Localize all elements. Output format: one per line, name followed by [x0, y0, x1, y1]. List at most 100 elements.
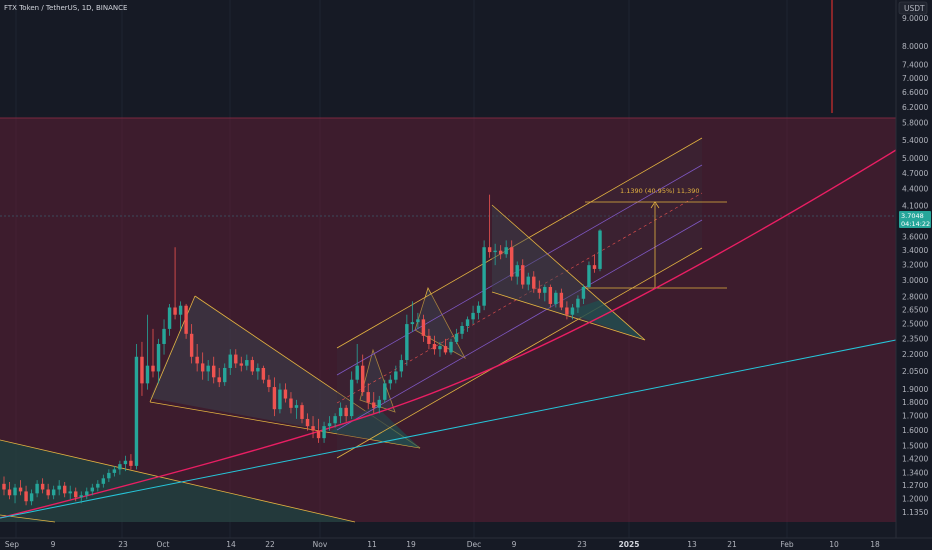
candle-body[interactable]	[18, 487, 23, 492]
wedge-dec-upper[interactable]	[491, 204, 646, 341]
candle-body[interactable]	[581, 287, 586, 299]
candle-body[interactable]	[504, 247, 508, 255]
candle-body[interactable]	[250, 360, 255, 372]
candle-body[interactable]	[68, 491, 72, 494]
candle-body[interactable]	[355, 365, 359, 380]
candle-body[interactable]	[85, 491, 89, 496]
candle-body[interactable]	[101, 478, 106, 484]
candle-body[interactable]	[46, 489, 50, 496]
candle-body[interactable]	[57, 485, 61, 490]
channel-inner-upper[interactable]	[336, 164, 703, 376]
triangle-december-teal[interactable]	[565, 300, 645, 340]
candle-body[interactable]	[543, 287, 547, 293]
candle-body[interactable]	[261, 367, 266, 380]
candle-body[interactable]	[388, 379, 393, 384]
candle-body[interactable]	[443, 346, 448, 353]
candle-body[interactable]	[548, 287, 553, 304]
candle-body[interactable]	[167, 307, 172, 329]
candle-body[interactable]	[300, 405, 304, 419]
candle-body[interactable]	[178, 305, 183, 315]
candle-body[interactable]	[305, 418, 310, 427]
supply-zone[interactable]	[0, 118, 896, 522]
wedge-oct-lower[interactable]	[149, 401, 421, 449]
candle-body[interactable]	[438, 346, 442, 350]
candle-body[interactable]	[476, 305, 481, 313]
currency-badge[interactable]	[898, 1, 928, 15]
candle-body[interactable]	[394, 371, 398, 380]
candle-body[interactable]	[206, 365, 210, 372]
candle-body[interactable]	[200, 363, 205, 372]
candle-body[interactable]	[256, 367, 260, 372]
candle-body[interactable]	[592, 265, 597, 269]
candle-body[interactable]	[173, 307, 177, 315]
candle-body[interactable]	[283, 389, 288, 399]
candle-body[interactable]	[554, 292, 558, 304]
candle-body[interactable]	[576, 298, 580, 308]
candle-body[interactable]	[289, 398, 293, 408]
candle-body[interactable]	[460, 325, 464, 334]
candle-body[interactable]	[234, 354, 238, 364]
candle-body[interactable]	[311, 426, 315, 431]
candle-body[interactable]	[598, 230, 602, 269]
candle-body[interactable]	[211, 365, 216, 378]
candle-body[interactable]	[532, 276, 536, 289]
candle-body[interactable]	[156, 343, 161, 372]
wedge-dec-lower[interactable]	[491, 291, 646, 341]
candle-body[interactable]	[515, 265, 519, 277]
candle-body[interactable]	[195, 356, 199, 364]
candle-body[interactable]	[498, 250, 503, 255]
candle-body[interactable]	[145, 365, 150, 384]
candle-body[interactable]	[223, 367, 227, 383]
candle-body[interactable]	[322, 426, 326, 439]
candle-body[interactable]	[29, 493, 34, 502]
candle-body[interactable]	[509, 247, 514, 277]
time-axis[interactable]	[0, 538, 932, 550]
candle-body[interactable]	[521, 265, 525, 285]
candle-body[interactable]	[90, 487, 95, 492]
candle-body[interactable]	[421, 319, 426, 336]
candle-body[interactable]	[112, 469, 117, 473]
candle-body[interactable]	[338, 407, 343, 417]
candle-body[interactable]	[189, 333, 194, 357]
candle-body[interactable]	[245, 360, 249, 366]
candle-body[interactable]	[570, 307, 575, 315]
candle-body[interactable]	[272, 387, 277, 410]
candle-body[interactable]	[134, 356, 139, 466]
support-line-cyan[interactable]	[0, 339, 897, 519]
candle-body[interactable]	[372, 402, 376, 408]
candle-body[interactable]	[465, 319, 470, 326]
channel-upper[interactable]	[336, 137, 703, 349]
candle-body[interactable]	[427, 335, 431, 344]
candle-body[interactable]	[62, 485, 67, 494]
candle-body[interactable]	[107, 472, 111, 479]
candle-body[interactable]	[587, 265, 591, 288]
candle-body[interactable]	[416, 319, 420, 323]
candle-body[interactable]	[344, 407, 348, 417]
candle-body[interactable]	[151, 365, 155, 372]
candle-body[interactable]	[410, 322, 415, 325]
triangle-pattern-november[interactable]	[330, 405, 420, 448]
candle-body[interactable]	[383, 383, 387, 400]
triangle-lower-left-edge[interactable]	[0, 439, 356, 523]
candle-body[interactable]	[24, 491, 28, 502]
candle-body[interactable]	[40, 483, 45, 490]
candle-body[interactable]	[13, 487, 17, 496]
candle-body[interactable]	[526, 276, 530, 285]
candle-body[interactable]	[360, 365, 365, 393]
candle-body[interactable]	[129, 460, 133, 466]
candle-body[interactable]	[377, 399, 381, 408]
candle-body[interactable]	[432, 343, 437, 350]
candle-body[interactable]	[471, 312, 475, 320]
candle-body[interactable]	[333, 416, 337, 424]
support-curve-red[interactable]	[0, 149, 897, 519]
candle-body[interactable]	[35, 483, 39, 494]
candle-body[interactable]	[294, 405, 299, 408]
candle-body[interactable]	[349, 379, 354, 417]
candle-body[interactable]	[278, 389, 282, 410]
candle-body[interactable]	[399, 360, 404, 372]
candle-body[interactable]	[2, 483, 6, 490]
candle-body[interactable]	[79, 495, 83, 498]
price-axis[interactable]	[896, 0, 932, 538]
candle-body[interactable]	[267, 379, 271, 388]
